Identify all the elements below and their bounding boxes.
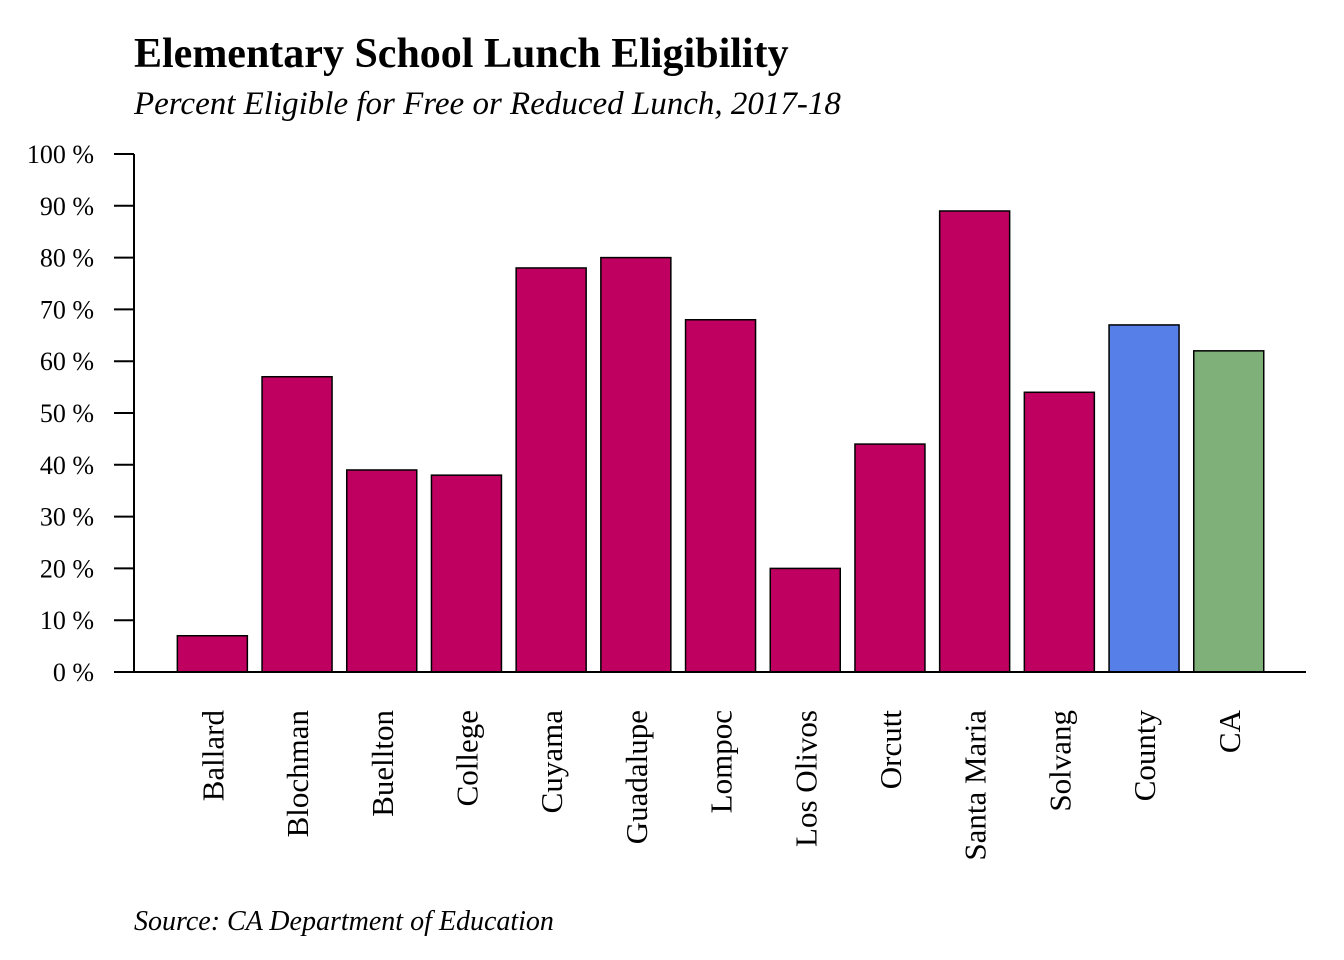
y-tick-label: 30 % [40,503,94,532]
x-tick-label: Solvang [1042,710,1077,812]
bar-college [430,474,503,673]
bars [176,210,1265,673]
y-tick-label: 80 % [40,244,94,273]
y-tick-label: 40 % [40,451,94,480]
x-tick-label: Lompoc [704,710,739,813]
x-tick-label: College [449,710,484,806]
bar-ca [1193,350,1265,673]
x-tick-label: Orcutt [873,710,908,790]
bar-county [1108,324,1180,673]
x-tick-label: County [1127,710,1162,802]
chart-title: Elementary School Lunch Eligibility [134,31,789,77]
x-tick-label: Buellton [365,710,400,817]
x-tick-label: Guadalupe [619,710,654,844]
bar-blochman [261,375,333,673]
x-tick-label: CA [1212,709,1247,753]
bar-lompoc [684,319,757,673]
y-tick-label: 10 % [40,606,94,635]
y-tick-label: 0 % [53,658,94,687]
bar-solvang [1023,391,1096,673]
y-tick-label: 50 % [40,399,94,428]
chart-subtitle: Percent Eligible for Free or Reduced Lun… [134,86,841,122]
x-axis: Ballard Blochman Buellton College Cuyama Guad… [114,671,1306,861]
y-tick-label: 60 % [40,347,94,376]
x-tick-label: Santa Maria [958,710,993,861]
x-tick-label: Ballard [195,710,230,802]
x-tick-label: Cuyama [534,710,569,814]
bar-ballard [176,634,249,673]
bar-orcutt [854,443,926,673]
x-tick-label: Los Olivos [788,710,823,847]
bar-guadalupe [600,256,672,673]
y-tick-label: 90 % [40,192,94,221]
x-tick-label: Blochman [280,710,315,838]
y-tick-label: 70 % [40,295,94,324]
y-axis: 0 % 10 % 20 % 30 % 40 % 50 % 60 % 70 % 80 % 90 % 1… [27,140,135,687]
y-tick-label: 100 % [27,140,94,169]
chart-source: Source: CA Department of Education [134,906,554,937]
bar-santa-maria [938,210,1011,673]
bar-cuyama [515,267,587,673]
bar-buellton [346,469,418,673]
y-tick-label: 20 % [40,554,94,583]
bar-los-olivos [769,567,841,673]
